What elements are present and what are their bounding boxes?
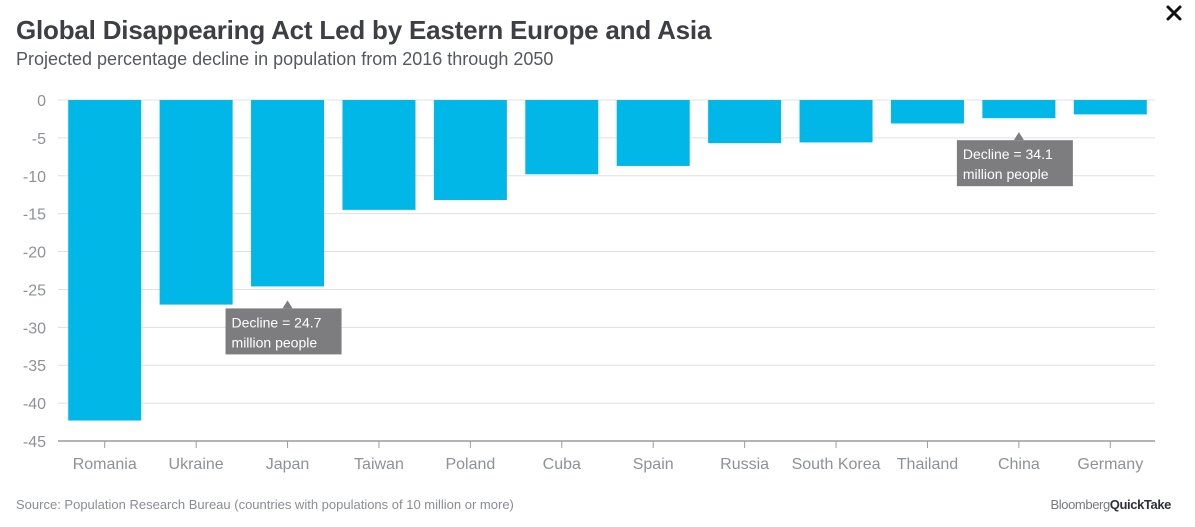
chart-subtitle: Projected percentage decline in populati… xyxy=(16,49,554,69)
bar-china xyxy=(982,100,1056,119)
y-tick-label: -40 xyxy=(23,396,46,413)
y-tick-label: -15 xyxy=(23,207,46,224)
y-tick-label: 0 xyxy=(37,93,46,110)
x-tick-label: Russia xyxy=(720,456,769,473)
annotation-text: million people xyxy=(232,334,318,350)
close-button[interactable] xyxy=(1163,2,1185,24)
annotation-pointer xyxy=(1013,132,1024,141)
bar-russia xyxy=(708,100,782,144)
bar-poland xyxy=(433,100,507,201)
y-tick-label: -25 xyxy=(23,282,46,299)
brand-quicktake: QuickTake xyxy=(1109,497,1172,512)
x-tick-label: South Korea xyxy=(792,456,881,473)
y-tick-label: -10 xyxy=(23,169,46,186)
close-icon xyxy=(1166,5,1182,21)
x-tick-label: Spain xyxy=(633,456,674,473)
annotation-text: Decline = 34.1 xyxy=(963,146,1053,162)
x-tick-label: Poland xyxy=(445,456,495,473)
annotation-text: Decline = 24.7 xyxy=(232,314,322,330)
y-tick-label: -45 xyxy=(23,434,46,451)
bar-south-korea xyxy=(799,100,873,143)
y-tick-label: -35 xyxy=(23,358,46,375)
x-tick-label: Romania xyxy=(73,456,137,473)
chart-title: Global Disappearing Act Led by Eastern E… xyxy=(16,15,712,45)
bar-taiwan xyxy=(342,100,416,210)
bar-ukraine xyxy=(159,100,233,305)
annotation-pointer xyxy=(282,300,293,309)
brand-logo: BloombergQuickTake xyxy=(1050,497,1172,512)
x-axis: Romania Ukraine Japan Taiwan Poland Cuba Spain… xyxy=(73,441,1143,473)
x-tick-label: Ukraine xyxy=(169,456,224,473)
bar-japan xyxy=(251,100,325,287)
x-tick-label: Thailand xyxy=(897,456,958,473)
x-tick-label: China xyxy=(998,456,1040,473)
bar-chart: 0 -5 -10 -15 -20 -25 -30 -35 -40 -45 Romania Ukrai… xyxy=(23,93,1155,473)
bar-romania xyxy=(68,100,142,421)
x-tick-label: Taiwan xyxy=(354,456,404,473)
y-tick-label: -30 xyxy=(23,320,46,337)
bars xyxy=(68,100,1147,421)
bar-cuba xyxy=(525,100,599,175)
annotations: Decline = 24.7 million people Decline = 34… xyxy=(225,132,1073,355)
annotation-box xyxy=(956,140,1073,187)
bar-spain xyxy=(616,100,690,166)
x-tick-label: Cuba xyxy=(543,456,581,473)
y-tick-label: -5 xyxy=(32,131,46,148)
source-note: Source: Population Research Bureau (coun… xyxy=(16,497,514,512)
brand-bloomberg: Bloomberg xyxy=(1050,497,1111,512)
x-tick-label: Germany xyxy=(1077,456,1143,473)
annotation-box xyxy=(225,308,342,355)
y-tick-label: -20 xyxy=(23,245,46,262)
x-tick-label: Japan xyxy=(266,456,310,473)
y-axis-tick-labels: 0 -5 -10 -15 -20 -25 -30 -35 -40 -45 xyxy=(23,93,46,451)
bar-germany xyxy=(1073,100,1147,115)
bar-thailand xyxy=(890,100,964,124)
annotation-text: million people xyxy=(963,166,1049,182)
